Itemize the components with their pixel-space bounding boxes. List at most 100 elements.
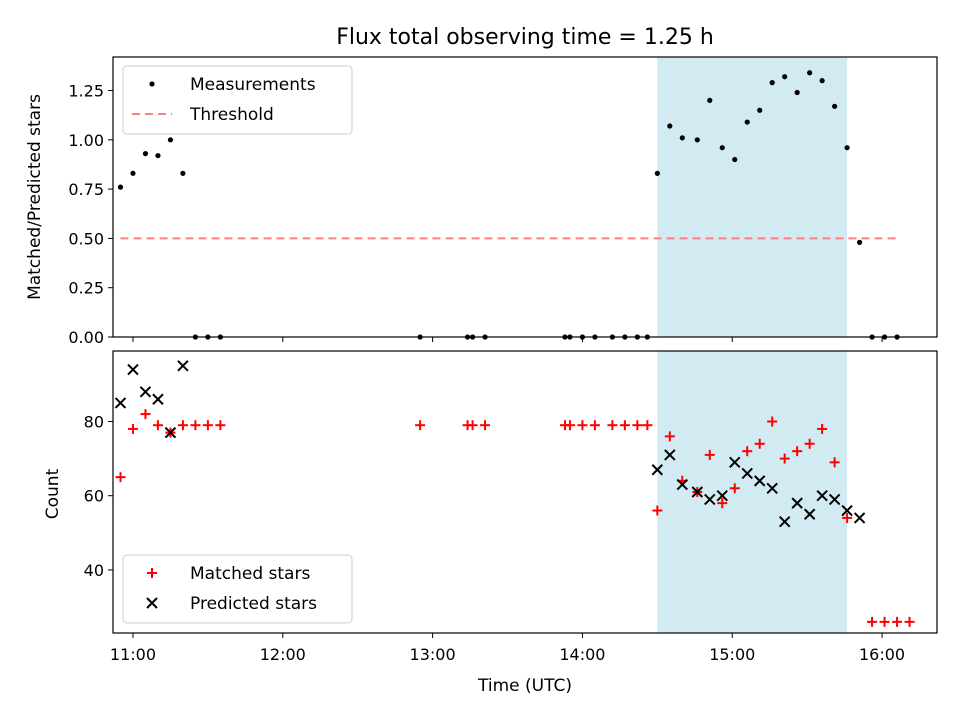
- measurement-point: [819, 78, 825, 84]
- legend-handle-predicted: [146, 597, 158, 609]
- measurement-point: [782, 74, 788, 80]
- matched-star-point: [792, 446, 803, 457]
- matched-star-point: [779, 453, 790, 464]
- predicted-star-point: [791, 497, 803, 509]
- predicted-star-point: [164, 426, 177, 439]
- legend-box: [122, 65, 353, 135]
- predicted-star-point: [691, 486, 703, 498]
- measurement-point: [679, 135, 685, 141]
- legend-label: Matched stars: [190, 564, 310, 584]
- matched-star-point: [127, 423, 138, 434]
- predicted-star-point: [716, 490, 728, 502]
- predicted-star-point: [704, 493, 716, 506]
- top-ytick-label: 0.50: [68, 229, 104, 248]
- matched-star-point: [632, 420, 643, 431]
- measurement-point: [654, 170, 660, 176]
- legend-handle-measurements: [149, 81, 155, 87]
- top-ytick-label: 0.75: [68, 180, 104, 199]
- matched-star-point: [892, 616, 903, 627]
- matched-star-point: [215, 420, 226, 431]
- measurement-point: [667, 123, 673, 129]
- top-shaded-span: [657, 57, 848, 337]
- predicted-star-point: [729, 456, 741, 469]
- xtick-label: 14:00: [559, 645, 605, 664]
- bottom-ytick-label: 80: [84, 413, 104, 432]
- matched-star-point: [467, 420, 478, 431]
- measurement-point: [130, 170, 136, 176]
- matched-star-point: [607, 420, 618, 431]
- measurement-point: [744, 119, 750, 125]
- matched-star-point: [589, 420, 600, 431]
- top-y-axis-label: Matched/Predicted stars: [25, 94, 45, 300]
- measurement-point: [844, 145, 850, 151]
- matched-star-point: [742, 446, 753, 457]
- matched-star-point: [652, 505, 663, 516]
- predicted-star-point: [152, 393, 164, 405]
- top-panel-plot: 0.00 0.25 0.50 0.75 1.00 1.25 Measurements Thre…: [68, 56, 938, 347]
- matched-star-point: [879, 616, 890, 627]
- xtick-label: 12:00: [260, 645, 306, 664]
- measurement-point: [142, 151, 149, 157]
- matched-star-point: [564, 420, 575, 431]
- bottom-panel-plot: 40 60 80 11:00 12:00 13:00 14:00 15:00 16:00 Matc…: [84, 350, 938, 664]
- measurement-point: [719, 145, 725, 151]
- measurement-point: [155, 152, 161, 159]
- matched-star-point: [717, 498, 728, 509]
- matched-star-point: [115, 472, 126, 483]
- predicted-star-point: [127, 363, 139, 376]
- matched-star-point: [767, 416, 778, 427]
- predicted-star-point: [803, 508, 816, 520]
- bottom-ytick-label: 60: [84, 487, 104, 506]
- predicted-star-point: [114, 397, 127, 409]
- legend-label: Predicted stars: [190, 594, 317, 614]
- measurement-point: [167, 137, 174, 143]
- matched-star-point: [177, 420, 188, 431]
- predicted-star-point: [676, 478, 689, 491]
- legend-label: Threshold: [189, 105, 274, 125]
- measurement-point: [180, 170, 186, 176]
- predicted-star-point: [754, 475, 766, 487]
- measurement-point: [856, 239, 863, 245]
- measurement-point: [757, 107, 763, 113]
- predicted-star-point: [651, 464, 664, 476]
- matched-star-point: [619, 420, 630, 431]
- xtick-label: 16:00: [859, 645, 905, 664]
- legend-handle-matched: [147, 568, 157, 578]
- matched-star-point: [754, 438, 765, 449]
- top-ytick-label: 0.25: [68, 279, 104, 298]
- bottom-ytick-label: 40: [84, 561, 104, 580]
- predicted-star-point: [816, 490, 828, 502]
- xtick-label: 15:00: [709, 645, 755, 664]
- matched-star-point: [842, 512, 853, 523]
- top-ytick-label: 1.25: [68, 82, 104, 101]
- matched-star-point: [867, 616, 878, 627]
- matched-star-point: [817, 423, 828, 434]
- matched-star-point: [140, 409, 151, 420]
- predicted-star-point: [853, 512, 866, 524]
- matched-star-point: [190, 420, 201, 431]
- matched-star-point: [480, 420, 491, 431]
- predicted-star-point: [177, 360, 189, 372]
- measurement-point: [707, 97, 713, 103]
- measurement-point: [794, 89, 800, 96]
- matched-star-point: [829, 457, 840, 468]
- matched-star-point: [904, 616, 915, 627]
- xtick-label: 13:00: [410, 645, 456, 664]
- predicted-star-point: [766, 482, 778, 494]
- predicted-star-point: [828, 493, 841, 506]
- matched-star-point: [664, 431, 675, 442]
- chart-title: Flux total observing time = 1.25 h: [336, 25, 714, 50]
- measurement-point: [832, 103, 838, 109]
- predicted-star-point: [741, 467, 753, 480]
- top-axes-frame: [112, 56, 938, 338]
- matched-star-point: [642, 420, 653, 431]
- bottom-axes-frame: [112, 350, 938, 634]
- measurement-point: [117, 184, 124, 190]
- bottom-shaded-span: [657, 351, 848, 633]
- top-ytick-label: 0.00: [68, 328, 104, 347]
- matched-star-point: [152, 420, 163, 431]
- top-legend: Measurements Threshold: [122, 65, 353, 135]
- matched-star-point: [415, 420, 426, 431]
- measurement-point: [769, 80, 775, 86]
- matched-star-point: [704, 449, 715, 460]
